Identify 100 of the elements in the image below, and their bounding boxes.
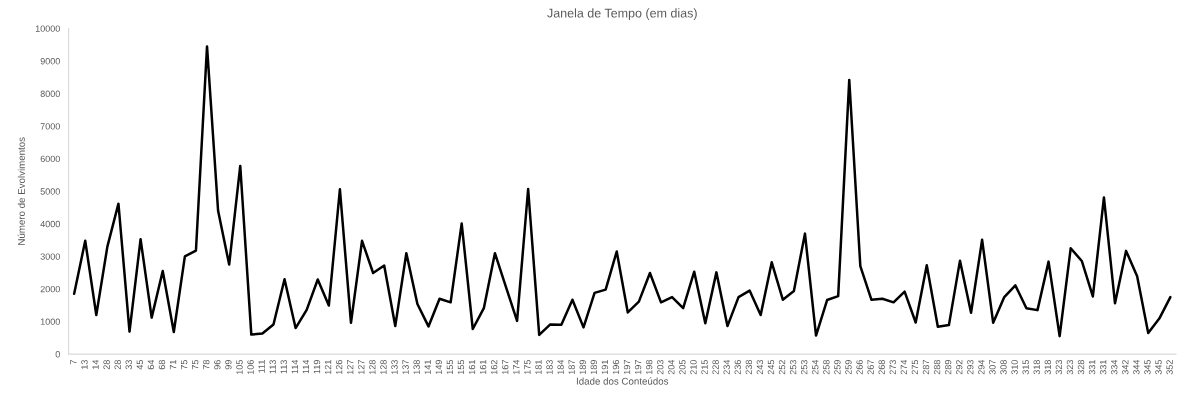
y-tick-label: 2000	[40, 285, 60, 293]
x-tick-label: 114	[291, 359, 298, 374]
x-tick-label: 203	[657, 360, 664, 375]
x-tick-label: 175	[524, 360, 531, 375]
x-tick-label: 149	[435, 360, 442, 375]
x-tick-label: 254	[812, 359, 819, 375]
x-tick-label: 183	[546, 360, 553, 375]
x-tick-label: 181	[535, 360, 542, 375]
x-tick-label: 28	[103, 360, 110, 370]
x-tick-label: 293	[967, 360, 974, 375]
x-tick-label: 126	[335, 360, 343, 375]
x-tick-label: 189	[579, 360, 586, 375]
x-tick-label: 75	[181, 360, 188, 370]
y-axis-title: Número de Evolvimentos	[17, 137, 25, 245]
x-tick-label: 210	[690, 360, 697, 375]
x-tick-label: 268	[878, 360, 885, 375]
x-tick-label: 204	[668, 359, 675, 375]
x-tick-label: 75	[192, 360, 199, 370]
x-tick-label: 162	[490, 360, 498, 375]
x-tick-label: 137	[402, 360, 409, 375]
x-tick-label: 14	[92, 359, 99, 369]
x-tick-label: 121	[324, 360, 332, 375]
x-tick-label: 71	[169, 360, 177, 370]
x-tick-label: 167	[502, 360, 509, 375]
x-tick-label: 197	[623, 360, 631, 375]
y-tick-label: 6000	[40, 155, 60, 163]
y-tick-label: 7000	[40, 123, 60, 130]
x-tick-label: 243	[756, 360, 764, 375]
chart-title: Janela de Tempo (em dias)	[547, 8, 697, 20]
x-tick-label: 252	[778, 360, 786, 375]
x-tick-label: 174	[513, 359, 520, 375]
x-tick-label: 113	[269, 360, 276, 374]
x-tick-label: 141	[424, 360, 431, 375]
x-tick-label: 33	[125, 360, 132, 370]
x-tick-label: 352	[1166, 360, 1173, 375]
x-tick-label: 236	[734, 360, 741, 375]
x-tick-label: 234	[723, 359, 730, 375]
x-tick-label: 275	[911, 360, 919, 375]
x-tick-label: 328	[1077, 360, 1085, 375]
x-tick-label: 331	[1088, 360, 1096, 375]
x-tick-label: 253	[789, 360, 797, 375]
x-tick-label: 96	[214, 360, 221, 370]
x-tick-label: 28	[114, 360, 121, 370]
x-tick-label: 78	[203, 360, 210, 370]
x-tick-label: 7	[70, 360, 77, 365]
x-tick-label: 345	[1155, 360, 1162, 375]
x-tick-label: 197	[634, 360, 642, 375]
y-tick-label: 0	[55, 351, 60, 358]
y-tick-label: 3000	[40, 253, 60, 260]
x-tick-label: 294	[978, 359, 985, 375]
x-tick-label: 127	[347, 360, 354, 375]
x-tick-label: 161	[479, 360, 487, 375]
x-tick-label: 114	[302, 359, 310, 374]
x-axis-title: Idade dos Conteúdos	[576, 377, 669, 385]
x-tick-label: 315	[1022, 360, 1029, 375]
x-tick-label: 45	[136, 360, 144, 370]
x-tick-label: 228	[712, 360, 719, 375]
x-tick-label: 288	[933, 360, 941, 375]
x-tick-label: 323	[1066, 360, 1074, 375]
y-tick-label: 8000	[40, 90, 60, 97]
x-tick-label: 308	[1000, 360, 1007, 375]
x-tick-label: 274	[900, 359, 907, 375]
x-tick-label: 106	[247, 360, 254, 375]
x-tick-label: 258	[823, 360, 830, 375]
x-tick-label: 133	[391, 360, 398, 375]
x-tick-label: 215	[701, 360, 708, 375]
x-tick-label: 259	[845, 360, 852, 375]
x-tick-label: 155	[457, 360, 465, 375]
x-tick-label: 187	[568, 360, 575, 375]
x-tick-label: 318	[1044, 360, 1051, 375]
x-tick-label: 128	[380, 360, 387, 375]
y-tick-label: 1000	[40, 318, 60, 325]
x-tick-label: 310	[1011, 360, 1018, 375]
x-tick-label: 344	[1133, 359, 1140, 375]
x-tick-label: 323	[1055, 360, 1063, 375]
x-tick-label: 189	[590, 360, 597, 375]
line-series	[72, 45, 1172, 338]
x-tick-label: 161	[468, 360, 476, 375]
y-tick-label: 9000	[40, 58, 60, 65]
x-tick-label: 253	[800, 360, 808, 375]
x-tick-label: 245	[767, 360, 775, 375]
x-tick-label: 267	[867, 360, 874, 375]
x-tick-label: 128	[369, 360, 376, 375]
x-tick-label: 105	[236, 360, 243, 375]
x-tick-label: 307	[989, 360, 996, 375]
x-tick-label: 191	[601, 360, 609, 375]
x-tick-label: 266	[856, 360, 863, 375]
x-tick-label: 198	[645, 360, 653, 375]
x-tick-label: 113	[280, 360, 287, 374]
x-tick-label: 196	[612, 360, 620, 375]
x-tick-label: 238	[745, 360, 753, 375]
x-tick-label: 334	[1111, 359, 1118, 375]
y-tick-label: 4000	[40, 220, 60, 228]
x-tick-label: 331	[1099, 360, 1107, 375]
x-tick-label: 111	[258, 360, 265, 373]
x-tick-label: 13	[81, 360, 88, 369]
x-tick-label: 184	[557, 359, 564, 375]
x-tick-label: 64	[147, 359, 155, 370]
x-tick-label: 259	[834, 360, 841, 375]
x-tick-label: 138	[413, 360, 420, 375]
